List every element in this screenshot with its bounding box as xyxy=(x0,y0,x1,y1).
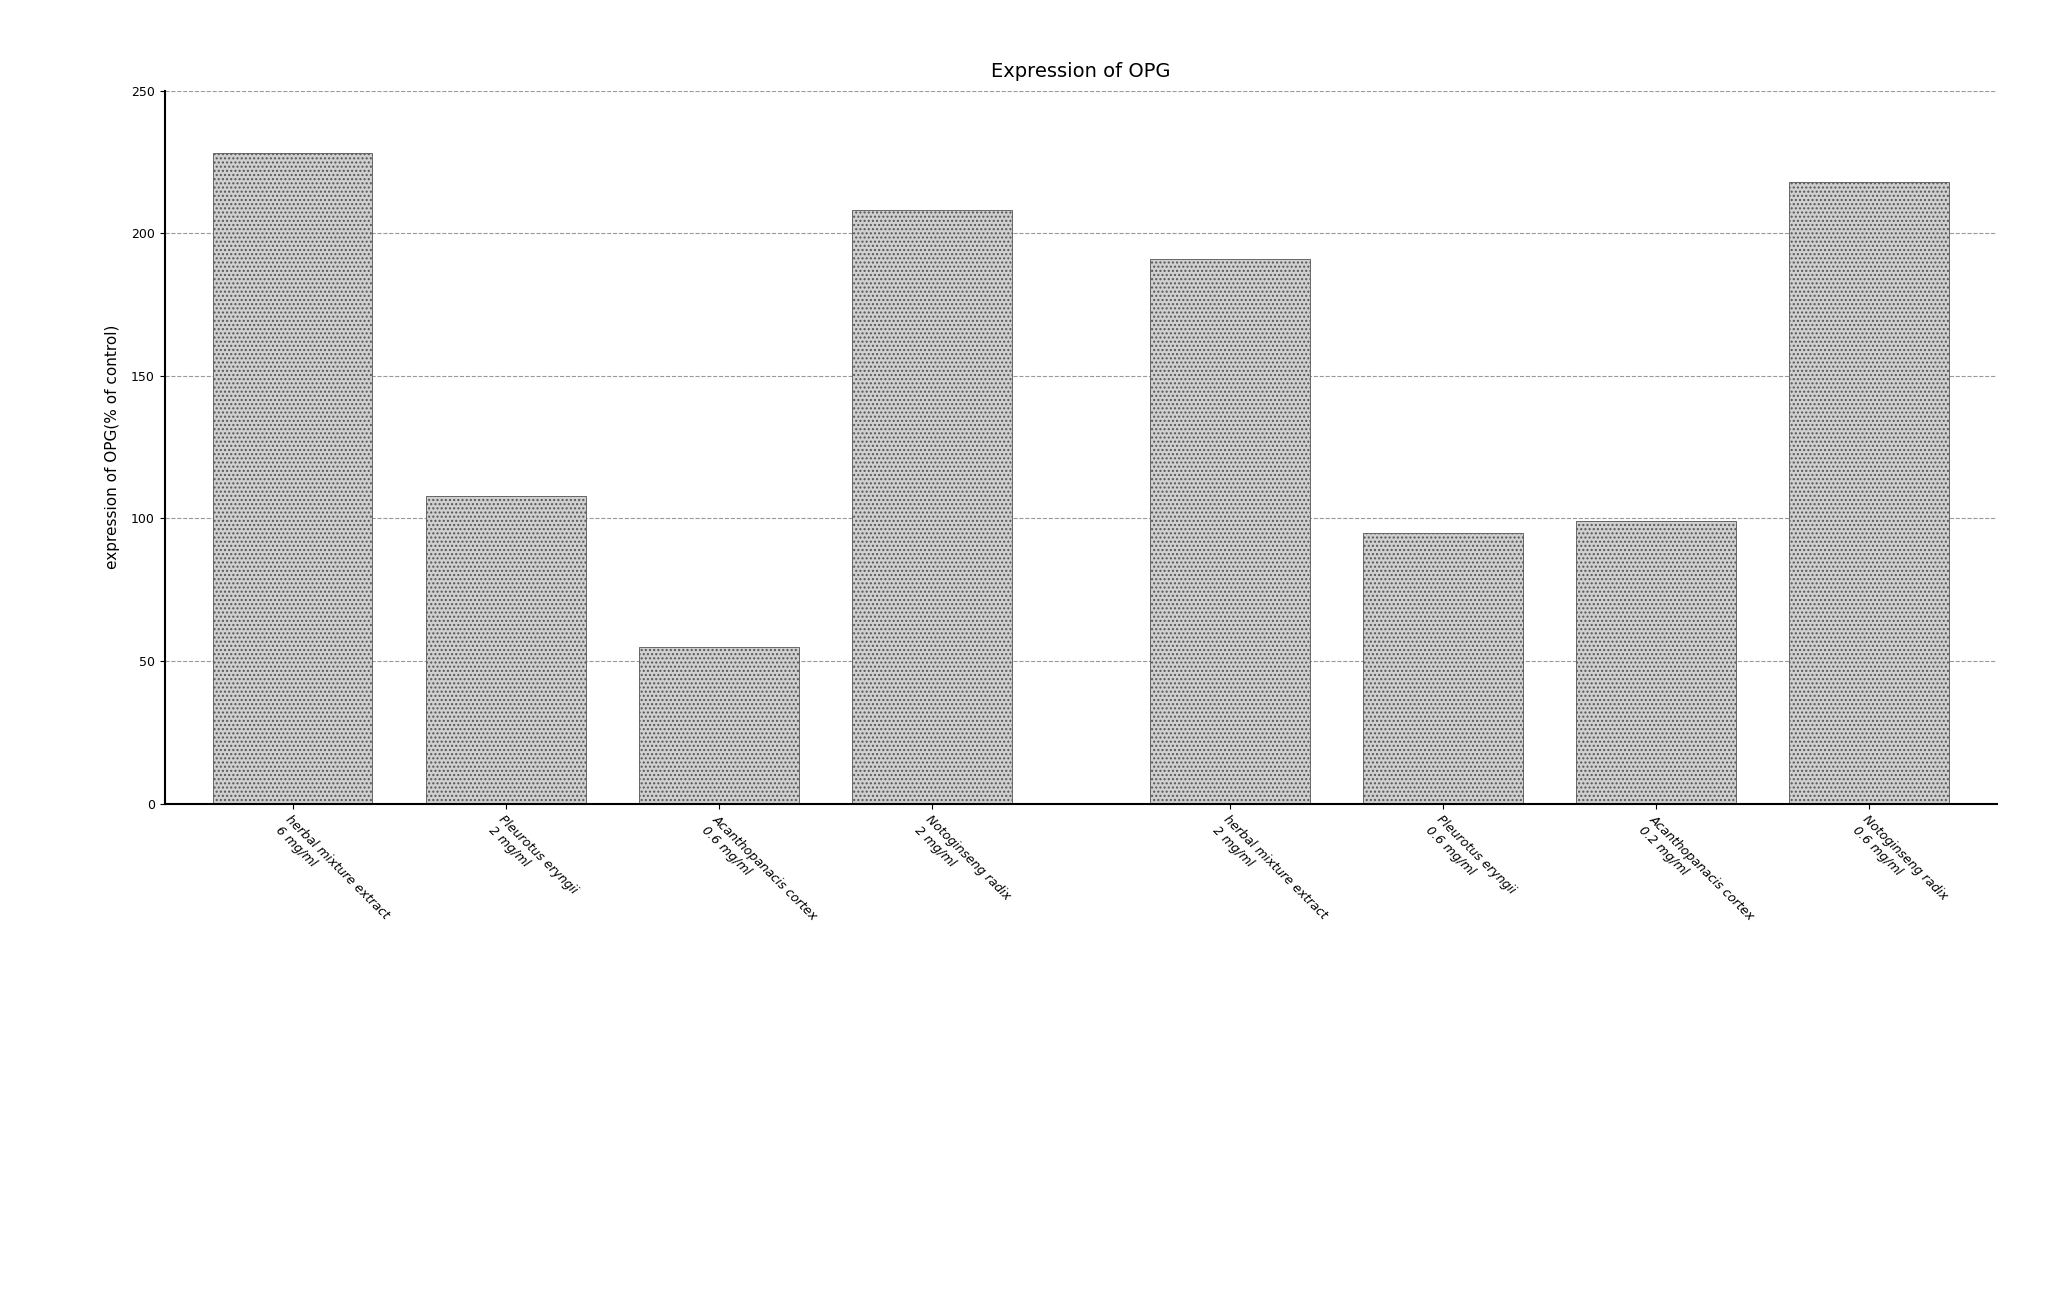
Bar xyxy=(1363,533,1524,804)
Bar xyxy=(1151,259,1310,804)
Title: Expression of OPG: Expression of OPG xyxy=(990,62,1172,80)
Bar xyxy=(1789,181,1950,804)
Bar xyxy=(852,210,1011,804)
Y-axis label: expression of OPG(% of control): expression of OPG(% of control) xyxy=(105,325,119,569)
Bar xyxy=(426,495,585,804)
Bar xyxy=(1577,521,1736,804)
Bar xyxy=(638,647,799,804)
Bar xyxy=(212,153,373,804)
